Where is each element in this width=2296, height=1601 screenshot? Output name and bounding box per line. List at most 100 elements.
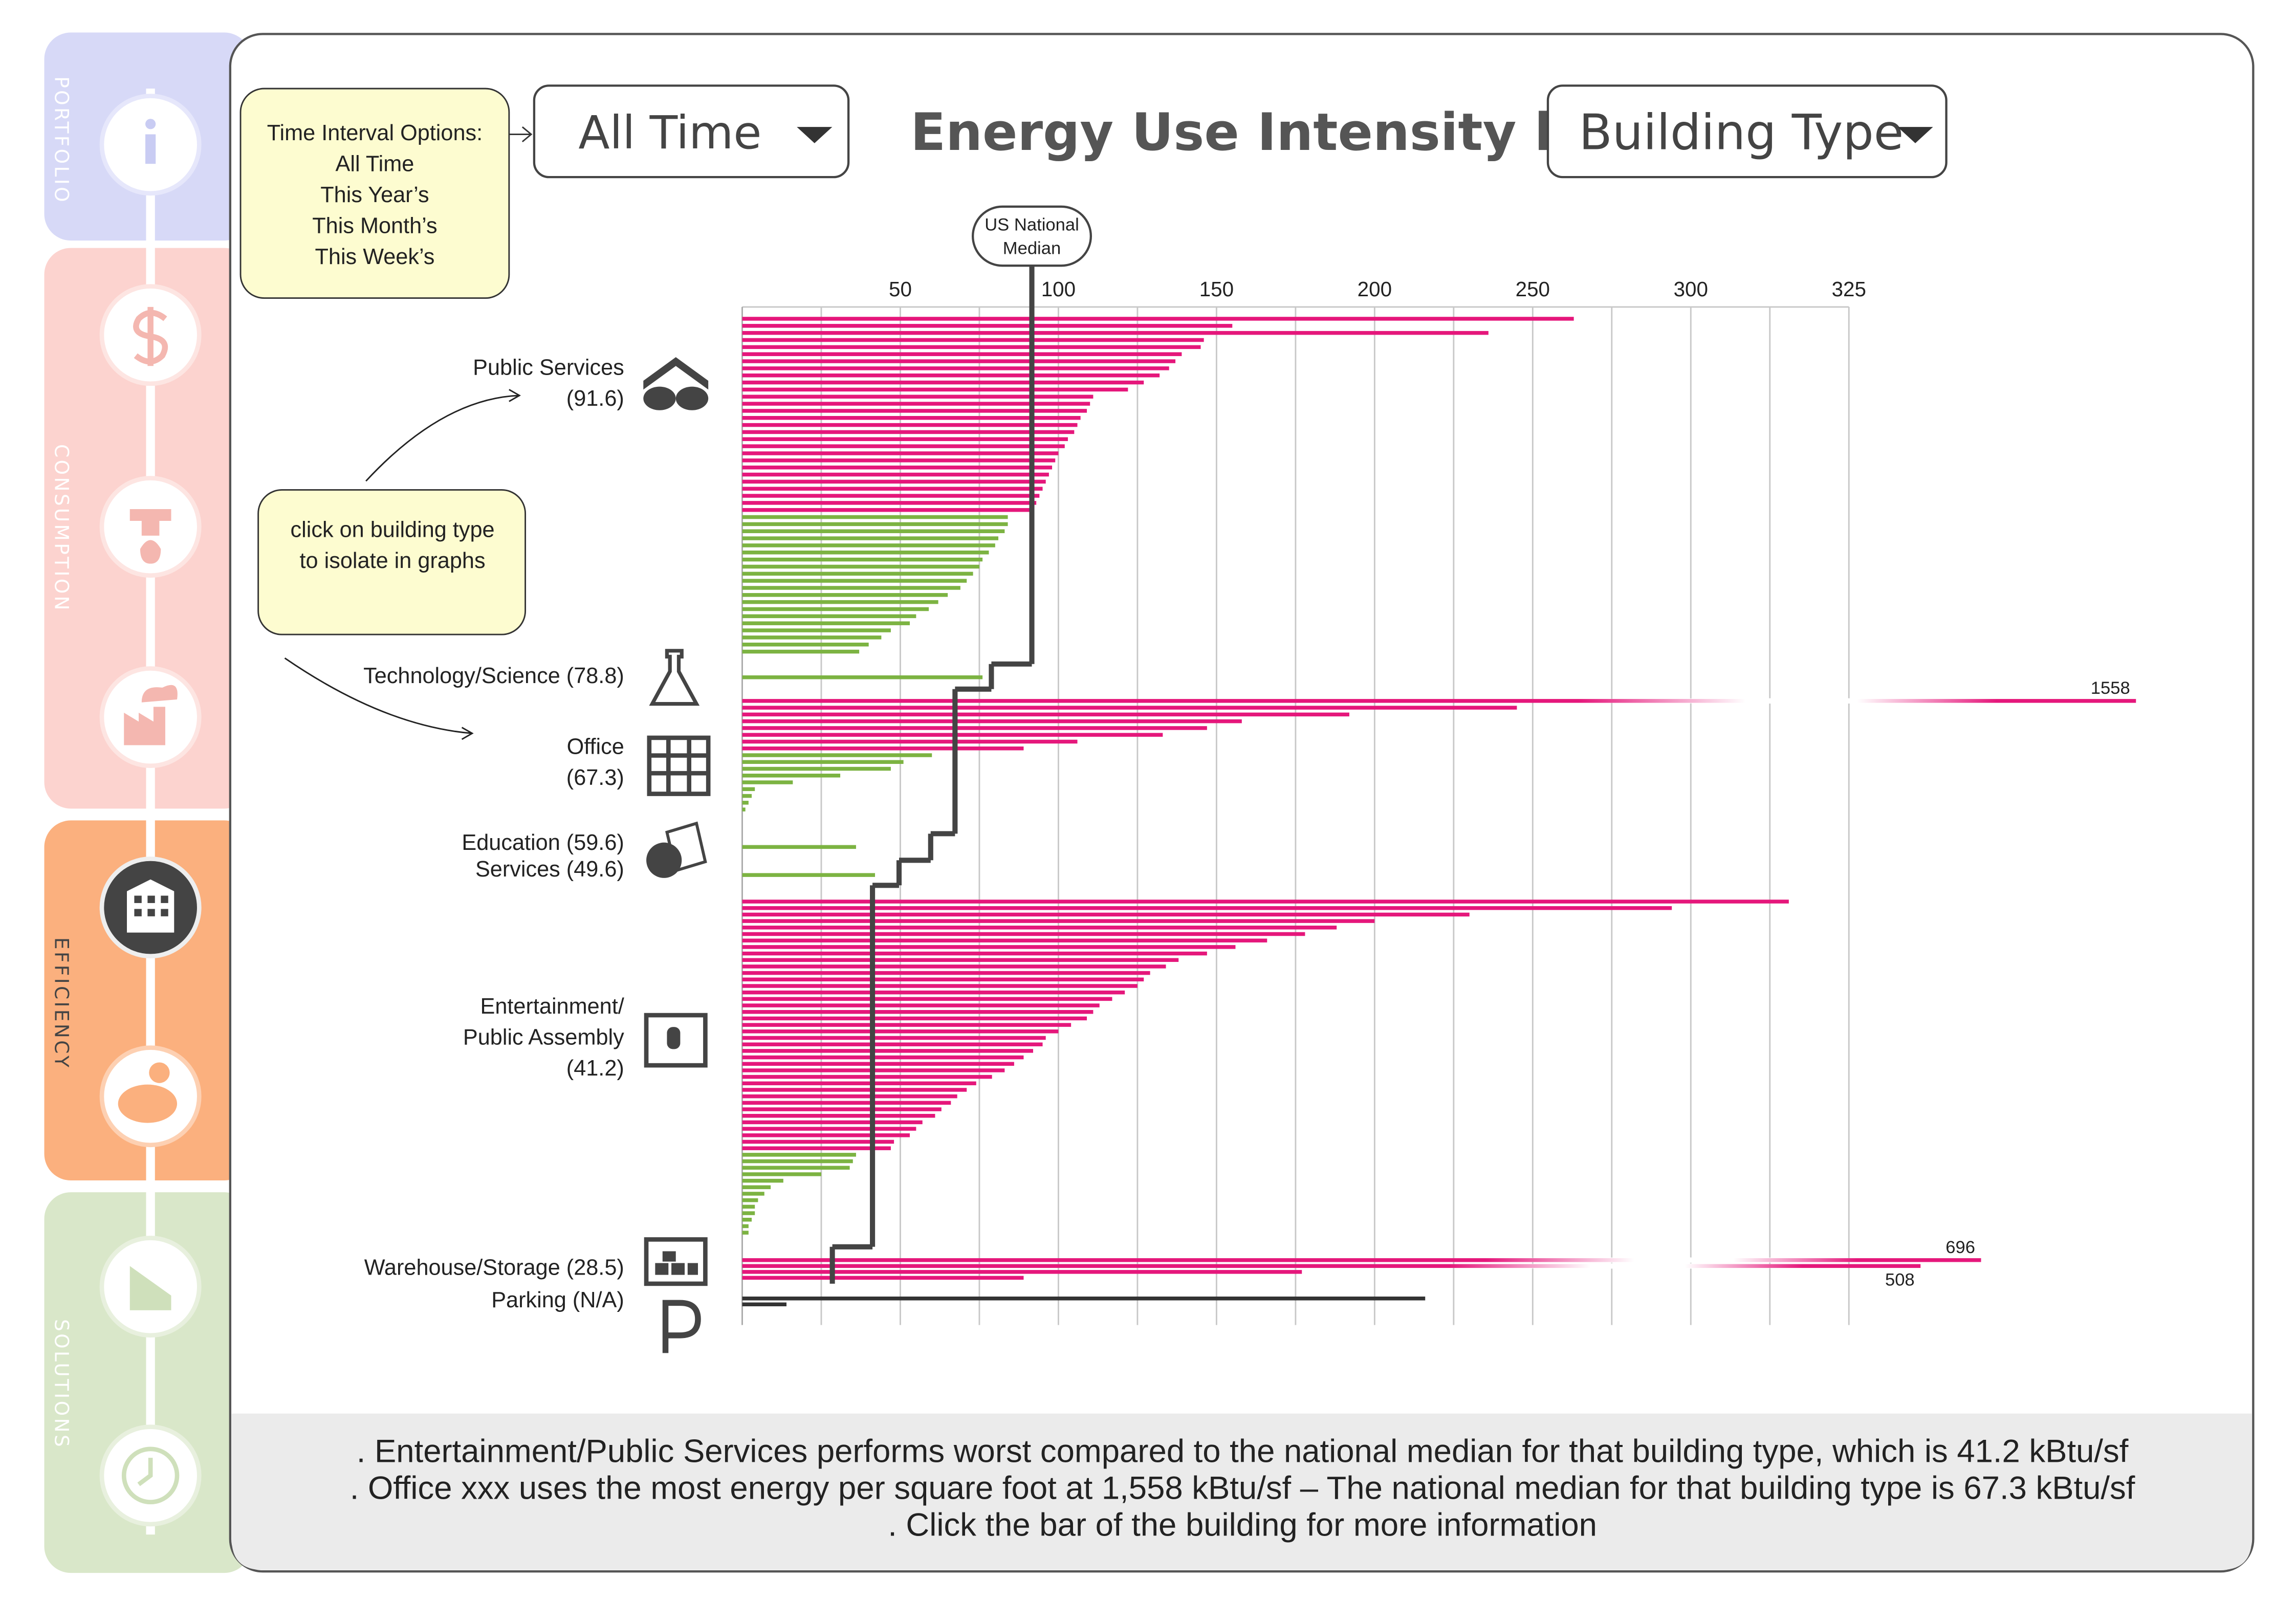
bar[interactable] [742, 1133, 910, 1137]
bar[interactable] [742, 635, 882, 640]
bar[interactable] [742, 1029, 1059, 1034]
bar[interactable] [742, 1139, 894, 1144]
bar[interactable] [742, 1192, 764, 1196]
bar[interactable] [742, 494, 1040, 498]
bar[interactable] [742, 451, 1059, 455]
bar[interactable] [742, 1166, 850, 1170]
bar[interactable] [742, 1062, 1014, 1066]
bar[interactable] [742, 1010, 1094, 1014]
bar[interactable] [742, 579, 967, 583]
bar[interactable] [742, 1218, 752, 1222]
bar[interactable] [742, 1088, 967, 1092]
bar[interactable] [742, 642, 869, 647]
bar[interactable] [742, 801, 749, 805]
bar[interactable] [742, 1198, 758, 1202]
bar[interactable] [742, 990, 1125, 995]
bar[interactable] [742, 508, 1033, 512]
bar[interactable] [742, 1159, 853, 1164]
bar[interactable] [742, 938, 1267, 942]
bar[interactable] [742, 522, 1008, 527]
bar[interactable] [742, 1172, 821, 1176]
bar[interactable] [742, 359, 1176, 363]
bar[interactable] [742, 997, 1112, 1001]
bar[interactable] [742, 951, 1207, 956]
bar[interactable] [742, 706, 1517, 710]
bar[interactable] [742, 845, 856, 849]
section-label[interactable]: SOLUTIONS [51, 1319, 73, 1449]
bar[interactable] [742, 1127, 916, 1131]
dropdown-value[interactable]: Building Type [1579, 104, 1904, 161]
bar[interactable] [742, 394, 1094, 399]
bar[interactable] [742, 564, 979, 569]
bar[interactable] [742, 317, 1574, 321]
group-label[interactable]: Public Services [473, 355, 624, 380]
bar[interactable] [742, 437, 1068, 442]
dropdown-value[interactable]: All Time [578, 106, 761, 160]
bar[interactable] [742, 906, 1672, 910]
bar[interactable] [742, 739, 1078, 744]
time-dropdown[interactable] [533, 84, 850, 179]
bar[interactable] [742, 1074, 992, 1079]
section-label[interactable]: CONSUMPTION [51, 444, 73, 612]
group-label[interactable]: Technology/Science (78.8) [363, 664, 624, 688]
bar[interactable] [742, 373, 1160, 378]
bar[interactable] [742, 873, 876, 877]
bar[interactable] [742, 586, 960, 590]
bar[interactable] [742, 543, 995, 547]
bar[interactable] [742, 1178, 783, 1183]
bar[interactable] [742, 430, 1075, 434]
bar[interactable] [742, 1101, 951, 1105]
bar[interactable] [742, 1055, 1024, 1060]
group-label[interactable]: (91.6) [566, 386, 624, 411]
bar[interactable] [742, 719, 1242, 723]
bar[interactable] [742, 1036, 1046, 1040]
bar[interactable] [742, 807, 746, 812]
bar[interactable] [742, 444, 1065, 448]
group-label[interactable]: (41.2) [566, 1056, 624, 1081]
bar[interactable] [742, 380, 1144, 385]
section-label[interactable]: EFFICIENCY [51, 937, 73, 1069]
bar[interactable] [742, 557, 983, 562]
bar[interactable] [742, 774, 841, 778]
group-label[interactable]: Services (49.6) [475, 857, 624, 882]
group-label[interactable]: Education (59.6) [462, 830, 624, 855]
bar[interactable] [742, 331, 1489, 335]
bar[interactable] [742, 487, 1043, 491]
dropdown-caret[interactable] [1897, 127, 1933, 143]
bar[interactable] [742, 402, 1090, 406]
bar[interactable] [742, 766, 891, 771]
bar[interactable] [742, 536, 999, 540]
bar[interactable] [742, 1003, 1100, 1007]
bar[interactable] [742, 593, 948, 597]
group-label[interactable]: Entertainment/ [480, 994, 625, 1019]
bar[interactable] [742, 572, 973, 576]
bar[interactable] [742, 1042, 1043, 1046]
bar[interactable] [742, 746, 1024, 751]
bar[interactable] [742, 760, 904, 764]
bar[interactable] [742, 977, 1144, 982]
bar[interactable] [742, 416, 1081, 420]
group-label[interactable]: (67.3) [566, 765, 624, 790]
bar[interactable] [742, 366, 1169, 370]
bar[interactable] [742, 1113, 935, 1118]
bar[interactable] [742, 338, 1204, 342]
bar[interactable] [742, 945, 1236, 949]
bar[interactable] [742, 984, 1138, 988]
bar[interactable] [742, 614, 916, 619]
bar[interactable] [742, 1296, 1426, 1301]
section-label[interactable]: PORTFOLIO [51, 76, 73, 204]
bar[interactable] [742, 387, 1128, 392]
bar[interactable] [742, 1270, 1302, 1274]
bar[interactable] [742, 529, 1005, 533]
group-label[interactable]: Public Assembly [463, 1025, 624, 1050]
bar[interactable] [742, 479, 1046, 484]
bar[interactable] [742, 1204, 755, 1209]
bar[interactable] [742, 932, 1305, 936]
group-label[interactable]: Warehouse/Storage (28.5) [364, 1255, 624, 1280]
bar[interactable] [742, 900, 1789, 904]
bar[interactable] [742, 1302, 786, 1307]
bar[interactable] [742, 1146, 891, 1150]
bar[interactable] [742, 551, 989, 555]
bar[interactable] [742, 1231, 749, 1235]
bar[interactable] [742, 964, 1166, 969]
